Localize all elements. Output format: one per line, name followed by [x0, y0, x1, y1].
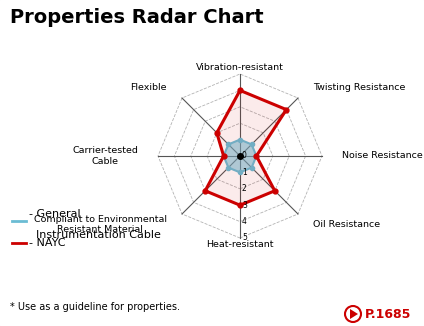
- Polygon shape: [205, 90, 286, 205]
- Text: 0: 0: [242, 152, 247, 160]
- Text: Heat-resistant: Heat-resistant: [206, 240, 274, 249]
- Circle shape: [345, 306, 361, 322]
- Text: * Use as a guideline for properties.: * Use as a guideline for properties.: [10, 302, 180, 312]
- Polygon shape: [223, 140, 257, 172]
- Text: Properties Radar Chart: Properties Radar Chart: [10, 8, 264, 27]
- Text: 1: 1: [242, 168, 247, 177]
- Text: P.1685: P.1685: [365, 307, 411, 320]
- Text: 4: 4: [242, 217, 247, 226]
- Text: Compliant to Environmental
Resistant Material: Compliant to Environmental Resistant Mat…: [33, 215, 167, 234]
- Text: Carrier-tested
Cable: Carrier-tested Cable: [73, 146, 138, 166]
- Text: Noise Resistance: Noise Resistance: [342, 152, 422, 160]
- Text: Instrumentation Cable: Instrumentation Cable: [29, 230, 161, 240]
- Text: - NAYC: - NAYC: [29, 238, 65, 248]
- Text: Oil Resistance: Oil Resistance: [313, 220, 381, 229]
- Text: - General: - General: [29, 209, 81, 219]
- Polygon shape: [350, 309, 358, 319]
- Text: 2: 2: [242, 184, 247, 193]
- Text: 5: 5: [242, 233, 247, 243]
- Text: Flexible: Flexible: [130, 83, 167, 92]
- Text: 3: 3: [242, 201, 247, 210]
- Text: Twisting Resistance: Twisting Resistance: [313, 83, 406, 92]
- Text: Vibration-resistant: Vibration-resistant: [196, 63, 284, 72]
